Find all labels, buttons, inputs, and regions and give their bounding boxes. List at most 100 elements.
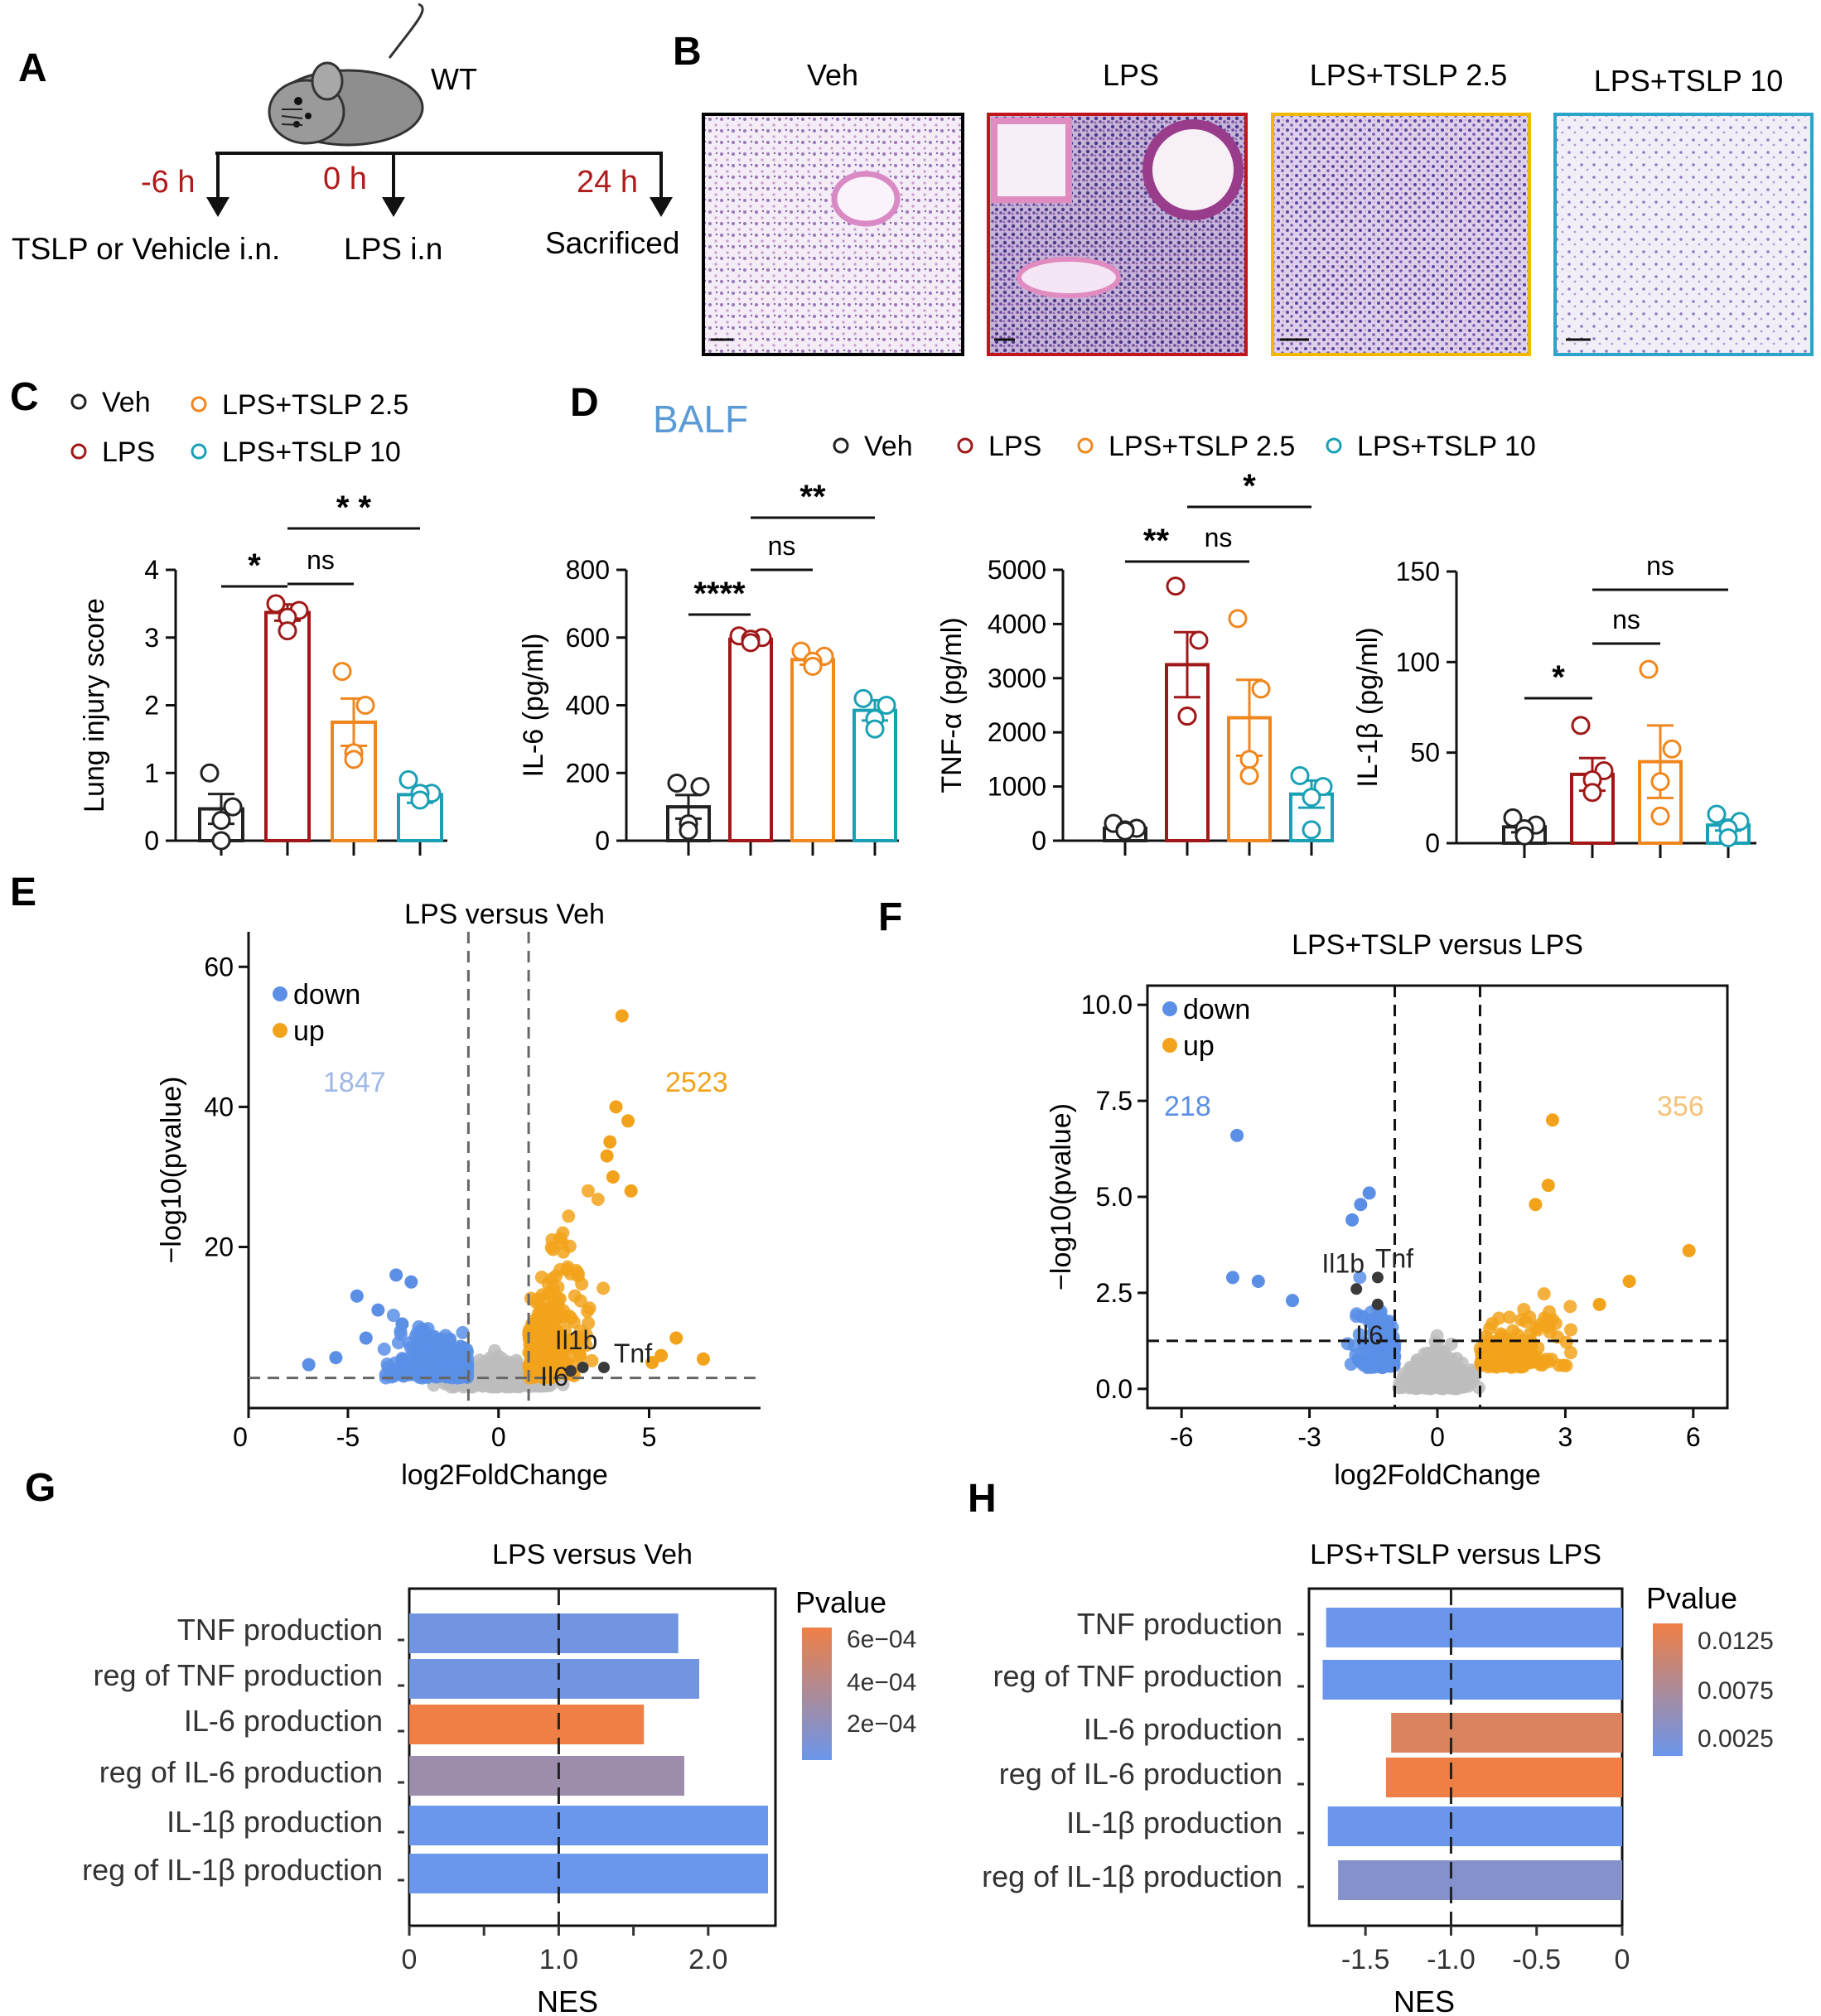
point-down (1225, 1271, 1239, 1285)
point-up (562, 1209, 576, 1223)
histology-title-lps: LPS (1103, 58, 1159, 92)
pathway-label: reg of IL-1β production (82, 1853, 383, 1887)
y-tick-label: 50 (1410, 738, 1440, 768)
x-tick-label: -0.5 (1512, 1944, 1561, 1975)
y-tick-label: 4000 (988, 609, 1046, 639)
legend-tick-label: 2e−04 (847, 1710, 916, 1738)
point-up (1521, 1348, 1535, 1362)
gene-label: Tnf (614, 1338, 652, 1368)
nes-chart-H: LPS+TSLP versus LPS TNF production reg of … (982, 1539, 1774, 2016)
panel-label-b: B (673, 30, 702, 74)
legend-c-veh: Veh (70, 387, 151, 418)
nes-bar (1338, 1860, 1622, 1900)
data-point (853, 688, 873, 708)
y-tick-label: 1000 (988, 772, 1046, 802)
pathway-label: IL-6 production (1084, 1712, 1282, 1746)
data-point (1514, 826, 1534, 846)
y-tick-label: 20 (204, 1232, 234, 1262)
point-down (394, 1357, 408, 1371)
panel-label-h: H (968, 1477, 997, 1521)
point-up (1542, 1355, 1556, 1369)
panel-label-e: E (10, 871, 36, 914)
point-down (377, 1342, 391, 1356)
point-down (1378, 1318, 1392, 1332)
legend-title: Pvalue (1646, 1581, 1737, 1615)
significance-label: * * (336, 490, 372, 526)
point-up (581, 1184, 595, 1198)
data-point (1290, 766, 1310, 786)
y-tick-label: 2.5 (1096, 1278, 1133, 1308)
data-point (1302, 820, 1321, 840)
histology-image-tslp10 (1553, 113, 1814, 356)
data-point (1639, 659, 1659, 679)
nes-bar (409, 1854, 768, 1893)
point-up (582, 1316, 596, 1330)
y-tick-label: 4 (144, 555, 159, 585)
event-label-1: TSLP or Vehicle i.n. (12, 232, 280, 266)
pathway-label: reg of TNF production (993, 1659, 1282, 1693)
point-up (1537, 1287, 1551, 1301)
timeline-arrows (206, 153, 673, 217)
point-up (600, 1149, 614, 1163)
y-tick-label: 60 (204, 952, 234, 981)
point-up (1543, 1305, 1557, 1319)
x-tick-label: -1.5 (1341, 1944, 1390, 1975)
data-point (667, 774, 687, 793)
point-down (1378, 1350, 1392, 1364)
data-point (690, 777, 710, 797)
point-up (542, 1320, 556, 1334)
y-tick-label: 0 (144, 826, 159, 856)
point-down (433, 1358, 447, 1372)
significance-label: ns (1205, 523, 1233, 552)
up-count: 356 (1657, 1091, 1704, 1122)
nes-bar (1327, 1806, 1622, 1846)
legend-c-tslp25: LPS+TSLP 2.5 (191, 389, 408, 421)
data-point (211, 810, 231, 830)
point-ns (556, 1377, 570, 1391)
x-tick-label: 0 (1615, 1944, 1630, 1975)
chart-title: LPS versus Veh (492, 1539, 693, 1570)
data-point (1239, 766, 1259, 786)
point-up (1622, 1275, 1636, 1288)
nes-bar (1391, 1713, 1622, 1753)
x-axis-label: log2FoldChange (401, 1459, 608, 1491)
legend-label-up: up (293, 1015, 325, 1047)
legend-tick-label: 0.0125 (1698, 1628, 1774, 1655)
legend-label: LPS+TSLP 2.5 (1109, 431, 1295, 462)
y-tick-label: 5000 (988, 555, 1046, 585)
legend-marker (70, 393, 87, 410)
gene-label: Il6 (540, 1362, 568, 1391)
chart-title: LPS+TSLP versus LPS (1292, 929, 1583, 961)
point-up (1484, 1342, 1498, 1356)
point-ns (1412, 1366, 1426, 1380)
significance-label: ns (307, 545, 335, 575)
gene-point (577, 1361, 589, 1373)
data-point (1662, 739, 1682, 759)
balf-label: BALF (653, 398, 748, 441)
data-point (1115, 821, 1135, 841)
point-up (597, 1281, 611, 1295)
data-point (200, 763, 220, 783)
gene-point (597, 1361, 610, 1373)
point-down (1286, 1294, 1299, 1308)
point-up (1492, 1311, 1506, 1325)
data-point (1503, 808, 1523, 827)
legend-tick-label: 0.0025 (1698, 1725, 1774, 1753)
significance-label: ns (1612, 605, 1640, 634)
point-up (1548, 1316, 1563, 1330)
legend-c-lps: LPS (70, 436, 155, 468)
point-down (302, 1358, 316, 1372)
data-point (1571, 716, 1591, 736)
event-label-2: LPS i.n (344, 232, 442, 266)
significance-label: ** (1143, 523, 1170, 559)
point-up (654, 1348, 669, 1362)
legend-marker-up (273, 1023, 287, 1038)
point-down (1230, 1128, 1244, 1142)
data-point (410, 790, 430, 810)
significance-label: * (1552, 659, 1565, 696)
point-up (575, 1277, 589, 1291)
data-point (1251, 679, 1271, 699)
data-point (791, 641, 811, 661)
nes-bar (409, 1659, 699, 1699)
point-down (389, 1268, 403, 1282)
